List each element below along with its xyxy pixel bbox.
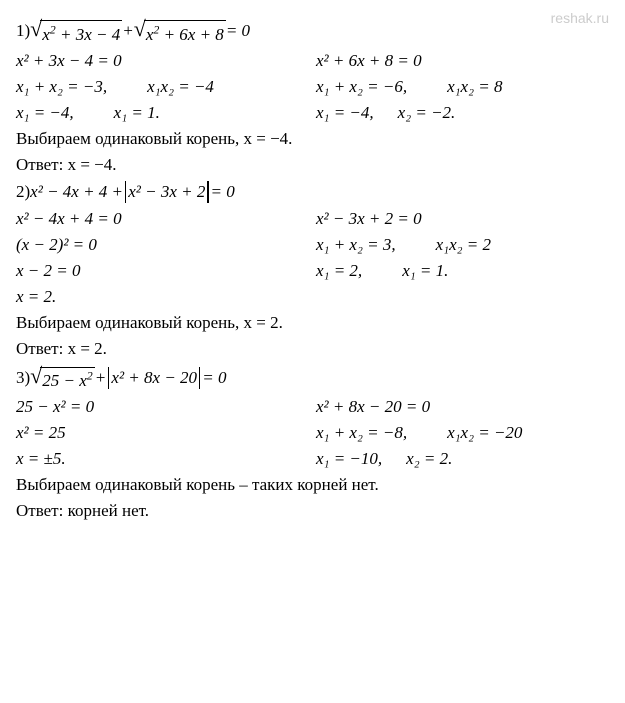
p1-left-l3b: x₁ = 1. bbox=[114, 103, 160, 123]
p1-right-l1: x² + 6x + 8 = 0 bbox=[316, 51, 422, 71]
p2-right-l1: x² − 3x + 2 = 0 bbox=[316, 209, 422, 229]
p2-right-l2a: x₁ + x₂ = 3, bbox=[316, 235, 396, 255]
p2-left-l4: x = 2. bbox=[16, 287, 56, 307]
p3-num: 3) bbox=[16, 368, 30, 388]
p1-left-l2a: x₁ + x₂ = −3, bbox=[16, 77, 107, 97]
p2-right-l2b: x₁x₂ = 2 bbox=[436, 235, 491, 255]
p2-num: 2) bbox=[16, 182, 30, 202]
p2-right-l3b: x₁ = 1. bbox=[402, 261, 448, 281]
sqrt-3: √ 25 − x2 bbox=[30, 365, 95, 392]
p3-left-l3: x = ±5. bbox=[16, 449, 66, 469]
p3-row1: 25 − x² = 0 x² + 8x − 20 = 0 bbox=[16, 397, 609, 417]
p2-answer: Ответ: x = 2. bbox=[16, 339, 609, 359]
p1-right-l2a: x₁ + x₂ = −6, bbox=[316, 77, 407, 97]
p3-right-l3a: x₁ = −10, bbox=[316, 449, 382, 469]
p1-left-l2b: x₁x₂ = −4 bbox=[147, 77, 214, 97]
p1-sqrt1-body: x2 + 3x − 4 bbox=[42, 25, 120, 44]
p3-answer: Ответ: корней нет. bbox=[16, 501, 609, 521]
p1-right-l3b: x₂ = −2. bbox=[398, 103, 456, 123]
p3-row2: x² = 25 x₁ + x₂ = −8, x₁x₂ = −20 bbox=[16, 423, 609, 443]
p1-answer: Ответ: x = −4. bbox=[16, 155, 609, 175]
p3-right-l1: x² + 8x − 20 = 0 bbox=[316, 397, 430, 417]
p1-right-l2b: x₁x₂ = 8 bbox=[447, 77, 502, 97]
p3-left-l2: x² = 25 bbox=[16, 423, 66, 443]
p3-pick: Выбираем одинаковый корень – таких корне… bbox=[16, 475, 609, 495]
abs-2: x² − 3x + 2 bbox=[123, 181, 211, 203]
p2-row3: x − 2 = 0 x₁ = 2, x₁ = 1. bbox=[16, 261, 609, 281]
p2-right-l3a: x₁ = 2, bbox=[316, 261, 362, 281]
p2-rhs: = 0 bbox=[211, 182, 235, 202]
p1-left-l3a: x₁ = −4, bbox=[16, 103, 74, 123]
p2-pick: Выбираем одинаковый корень, x = 2. bbox=[16, 313, 609, 333]
p2-left-l1: x² − 4x + 4 = 0 bbox=[16, 209, 122, 229]
p1-pick: Выбираем одинаковый корень, x = −4. bbox=[16, 129, 609, 149]
p1-row2: x₁ + x₂ = −3, x₁x₂ = −4 x₁ + x₂ = −6, x₁x₂… bbox=[16, 77, 609, 97]
p1-equation: 1) √ x2 + 3x − 4 + √ x2 + 6x + 8 = 0 bbox=[16, 18, 609, 45]
p2-abs-body: x² − 3x + 2 bbox=[128, 182, 205, 202]
p1-num: 1) bbox=[16, 21, 30, 41]
watermark: reshak.ru bbox=[551, 10, 609, 26]
p1-rhs: = 0 bbox=[226, 21, 250, 41]
p2-equation: 2) x² − 4x + 4 + x² − 3x + 2 = 0 bbox=[16, 181, 609, 203]
p3-rhs: = 0 bbox=[202, 368, 226, 388]
p2-row1: x² − 4x + 4 = 0 x² − 3x + 2 = 0 bbox=[16, 209, 609, 229]
p2-eq-a: x² − 4x + 4 + bbox=[30, 182, 123, 202]
p3-row3: x = ±5. x₁ = −10, x₂ = 2. bbox=[16, 449, 609, 469]
p1-left-l1: x² + 3x − 4 = 0 bbox=[16, 51, 122, 71]
abs-3: x² + 8x − 20 bbox=[106, 367, 202, 389]
sqrt-1b: √ x2 + 6x + 8 bbox=[134, 18, 226, 45]
p1-right-l3a: x₁ = −4, bbox=[316, 103, 374, 123]
p3-sqrt-body: 25 − x2 bbox=[42, 371, 92, 390]
p3-left-l1: 25 − x² = 0 bbox=[16, 397, 94, 417]
p3-abs-body: x² + 8x − 20 bbox=[111, 368, 197, 388]
p3-plus: + bbox=[95, 368, 106, 388]
sqrt-1a: √ x2 + 3x − 4 bbox=[30, 18, 122, 45]
p2-row4: x = 2. bbox=[16, 287, 609, 307]
p3-right-l2a: x₁ + x₂ = −8, bbox=[316, 423, 407, 443]
p1-sqrt2-body: x2 + 6x + 8 bbox=[146, 25, 224, 44]
p2-left-l3: x − 2 = 0 bbox=[16, 261, 81, 281]
p1-plus: + bbox=[122, 21, 133, 41]
p3-right-l2b: x₁x₂ = −20 bbox=[447, 423, 522, 443]
p1-row1: x² + 3x − 4 = 0 x² + 6x + 8 = 0 bbox=[16, 51, 609, 71]
p3-equation: 3) √ 25 − x2 + x² + 8x − 20 = 0 bbox=[16, 365, 609, 392]
p1-row3: x₁ = −4, x₁ = 1. x₁ = −4, x₂ = −2. bbox=[16, 103, 609, 123]
p3-right-l3b: x₂ = 2. bbox=[406, 449, 452, 469]
p2-left-l2: (x − 2)² = 0 bbox=[16, 235, 97, 255]
p2-row2: (x − 2)² = 0 x₁ + x₂ = 3, x₁x₂ = 2 bbox=[16, 235, 609, 255]
